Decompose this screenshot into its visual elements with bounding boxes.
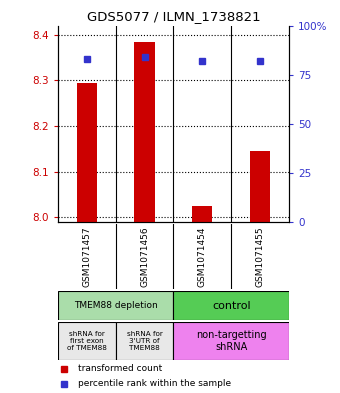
Bar	[173, 322, 289, 360]
Text: GSM1071454: GSM1071454	[198, 226, 207, 286]
Title: GDS5077 / ILMN_1738821: GDS5077 / ILMN_1738821	[87, 10, 260, 23]
Text: transformed count: transformed count	[78, 364, 162, 373]
Text: percentile rank within the sample: percentile rank within the sample	[78, 379, 231, 388]
Bar	[250, 151, 270, 222]
Bar	[116, 322, 173, 360]
Text: TMEM88 depletion: TMEM88 depletion	[74, 301, 157, 310]
Bar	[58, 291, 173, 320]
Text: GSM1071457: GSM1071457	[82, 226, 91, 287]
Bar	[173, 291, 289, 320]
Bar	[76, 83, 97, 222]
Text: control: control	[212, 301, 251, 310]
Text: non-targetting
shRNA: non-targetting shRNA	[196, 330, 267, 352]
Text: shRNA for
first exon
of TMEM88: shRNA for first exon of TMEM88	[67, 331, 107, 351]
Bar	[192, 206, 212, 222]
Bar	[134, 42, 155, 222]
Text: GSM1071456: GSM1071456	[140, 226, 149, 287]
Text: shRNA for
3'UTR of
TMEM88: shRNA for 3'UTR of TMEM88	[126, 331, 163, 351]
Text: GSM1071455: GSM1071455	[256, 226, 265, 287]
Bar	[58, 322, 116, 360]
